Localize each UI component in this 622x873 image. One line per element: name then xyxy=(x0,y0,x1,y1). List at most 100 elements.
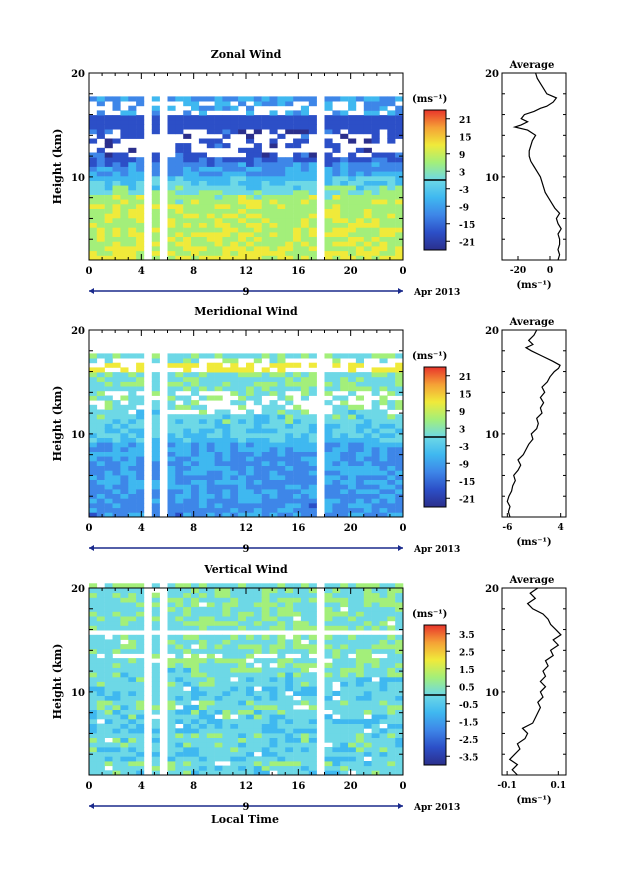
heatmap-cell xyxy=(183,597,192,603)
heatmap-cell xyxy=(253,189,262,195)
heatmap-cell xyxy=(324,166,333,172)
heatmap-cell xyxy=(308,498,317,504)
heatmap-cell xyxy=(261,700,270,706)
heatmap-cell xyxy=(183,672,192,678)
heatmap-cell xyxy=(261,503,270,509)
heatmap-cell xyxy=(332,227,341,233)
heatmap-cell xyxy=(308,381,317,387)
heatmap-cell xyxy=(89,672,98,678)
heatmap-cell xyxy=(206,166,215,172)
heatmap-cell xyxy=(355,770,364,776)
heatmap-cell xyxy=(253,620,262,626)
heatmap-cell xyxy=(371,592,380,598)
heatmap-cell xyxy=(206,592,215,598)
heatmap-cell xyxy=(206,597,215,603)
heatmap-cell xyxy=(293,512,302,518)
heatmap-cell xyxy=(175,639,184,645)
heatmap-cell xyxy=(269,700,278,706)
heatmap-cell xyxy=(198,474,207,480)
heatmap-cell xyxy=(230,686,239,692)
profile-title: Average xyxy=(509,317,555,328)
heatmap-cell xyxy=(363,648,372,654)
heatmap-cell xyxy=(238,737,247,743)
heatmap-cell xyxy=(120,709,129,715)
heatmap-cell xyxy=(340,428,349,434)
heatmap-cell xyxy=(167,414,176,420)
heatmap-cell xyxy=(191,203,200,209)
heatmap-cell xyxy=(206,723,215,729)
heatmap-cell xyxy=(363,470,372,476)
heatmap-cell xyxy=(363,185,372,191)
heatmap-cell xyxy=(324,488,333,494)
heatmap-cell xyxy=(261,751,270,757)
heatmap-cell xyxy=(206,437,215,443)
heatmap-cell xyxy=(175,395,184,401)
heatmap-cell xyxy=(183,358,192,364)
heatmap-cell xyxy=(175,358,184,364)
heatmap-cell xyxy=(348,695,357,701)
heatmap-cell xyxy=(348,690,357,696)
heatmap-cell xyxy=(191,606,200,612)
heatmap-cell xyxy=(151,241,160,247)
heatmap-cell xyxy=(379,700,388,706)
heatmap-cell xyxy=(308,686,317,692)
heatmap-cell xyxy=(128,227,137,233)
heatmap-cell xyxy=(340,133,349,139)
heatmap-cell xyxy=(96,456,105,462)
heatmap-cell xyxy=(120,728,129,734)
heatmap-cell xyxy=(300,133,309,139)
heatmap-cell xyxy=(222,602,231,608)
heatmap-cell xyxy=(89,695,98,701)
heatmap-cell xyxy=(175,194,184,200)
heatmap-cell xyxy=(332,672,341,678)
heatmap-cell xyxy=(285,662,294,668)
heatmap-cell xyxy=(167,747,176,753)
heatmap-cell xyxy=(253,732,262,738)
heatmap-cell xyxy=(340,681,349,687)
heatmap-cell xyxy=(348,180,357,186)
heatmap-cell xyxy=(293,124,302,130)
heatmap-cell xyxy=(104,166,113,172)
heatmap-cell xyxy=(214,194,223,200)
heatmap-cell xyxy=(277,414,286,420)
heatmap-cell xyxy=(151,199,160,205)
heatmap-cell xyxy=(96,484,105,490)
profile-line xyxy=(512,72,562,261)
heatmap-cell xyxy=(198,124,207,130)
heatmap-cell xyxy=(214,124,223,130)
heatmap-cell xyxy=(308,166,317,172)
heatmap-cell xyxy=(355,658,364,664)
heatmap-cell xyxy=(222,690,231,696)
heatmap-cell xyxy=(293,409,302,415)
heatmap-cell xyxy=(136,714,145,720)
heatmap-cell xyxy=(104,376,113,382)
heatmap-cell xyxy=(238,756,247,762)
heatmap-cell xyxy=(96,166,105,172)
heatmap-cell xyxy=(340,625,349,631)
heatmap-cell xyxy=(191,442,200,448)
heatmap-cell xyxy=(300,493,309,499)
heatmap-cell xyxy=(246,381,255,387)
heatmap-cell xyxy=(222,175,231,181)
heatmap-cell xyxy=(136,597,145,603)
heatmap-cell xyxy=(379,592,388,598)
heatmap-cell xyxy=(183,428,192,434)
heatmap-cell xyxy=(151,194,160,200)
heatmap-cell xyxy=(175,751,184,757)
heatmap-cell xyxy=(246,681,255,687)
heatmap-cell xyxy=(285,718,294,724)
heatmap-cell xyxy=(214,442,223,448)
heatmap-cell xyxy=(238,101,247,107)
heatmap-cell xyxy=(379,616,388,622)
colorbar-tick-label: -9 xyxy=(459,203,469,213)
heatmap-cell xyxy=(379,686,388,692)
heatmap-cell xyxy=(191,241,200,247)
heatmap-cell xyxy=(222,222,231,228)
heatmap-cell xyxy=(183,166,192,172)
heatmap-cell xyxy=(371,246,380,252)
heatmap-cell xyxy=(96,423,105,429)
heatmap-cell xyxy=(230,185,239,191)
heatmap-cell xyxy=(355,690,364,696)
heatmap-cell xyxy=(151,129,160,135)
heatmap-cell xyxy=(269,695,278,701)
